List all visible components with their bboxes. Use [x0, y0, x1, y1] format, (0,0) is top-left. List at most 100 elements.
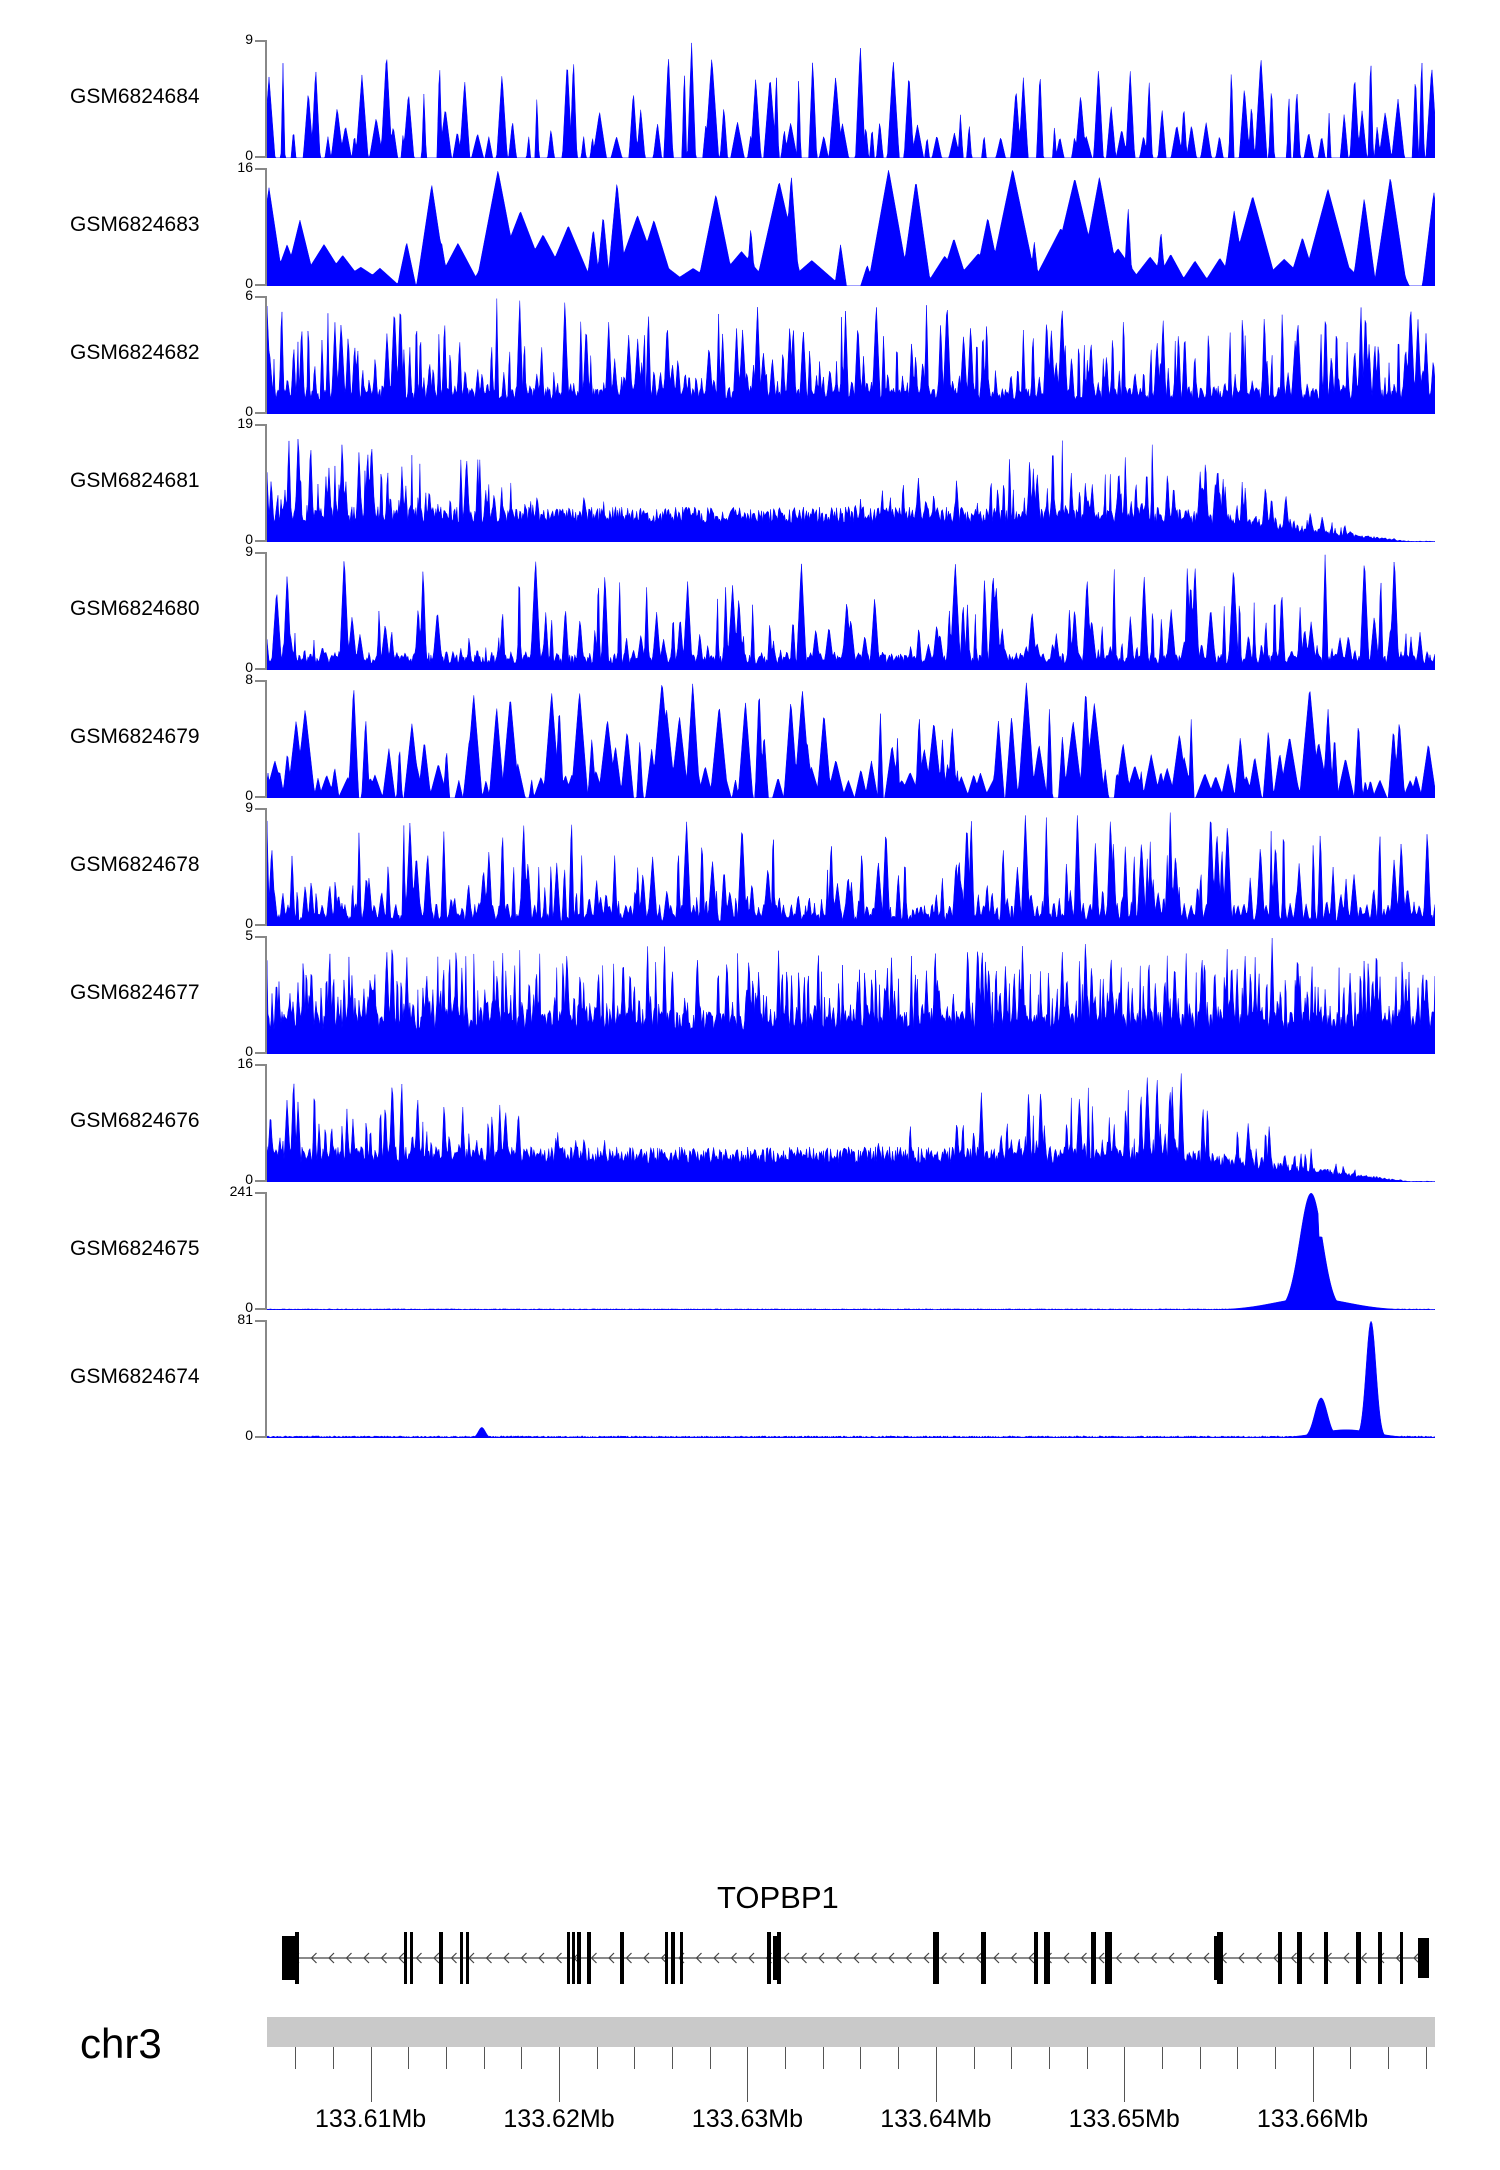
- y-axis-tick-max: [255, 680, 266, 682]
- strand-arrow-icon: [993, 1952, 1000, 1964]
- gene-exon: [577, 1932, 581, 1984]
- y-axis-tick-max: [255, 1320, 266, 1322]
- coverage-plot-area: [267, 296, 1435, 414]
- strand-arrow-icon: [1308, 1952, 1315, 1964]
- coverage-track: GSM6824682 6 0: [0, 288, 1500, 418]
- gene-name-label: TOPBP1: [717, 1880, 839, 1915]
- strand-arrow-icon: [783, 1952, 790, 1964]
- ruler-minor-tick: [1199, 2047, 1201, 2069]
- ruler-minor-tick: [1237, 2047, 1239, 2069]
- chromosome-label: chr3: [80, 2020, 162, 2067]
- gene-exon: [1324, 1932, 1328, 1984]
- y-axis-max-value: 19: [237, 415, 253, 431]
- ruler-minor-tick: [898, 2047, 900, 2069]
- y-axis-tick-max: [255, 296, 266, 298]
- ruler-minor-tick: [860, 2047, 862, 2069]
- strand-arrow-icon: [590, 1952, 597, 1964]
- y-axis-tick-max: [255, 424, 266, 426]
- coverage-plot-area: [267, 808, 1435, 926]
- gene-exon: [1278, 1932, 1282, 1984]
- strand-arrow-icon: [1255, 1952, 1262, 1964]
- y-axis-tick-min: [255, 284, 266, 286]
- gene-exon: [1044, 1932, 1050, 1984]
- y-axis-tick-min: [255, 1180, 266, 1182]
- y-axis-min-value: 0: [245, 1299, 253, 1315]
- strand-arrow-icon: [923, 1952, 930, 1964]
- strand-arrow-icon: [345, 1952, 352, 1964]
- strand-arrow-icon: [1133, 1952, 1140, 1964]
- y-axis-min-value: 0: [245, 275, 253, 291]
- track-sample-label: GSM6824678: [70, 853, 200, 876]
- coverage-area-path: [267, 812, 1435, 926]
- ruler-major-tick: [935, 2047, 937, 2102]
- y-axis-max-value: 8: [245, 671, 253, 687]
- ruler-minor-tick: [822, 2047, 824, 2069]
- gene-exon: [773, 1936, 778, 1980]
- gene-exon: [1091, 1932, 1096, 1984]
- gene-exon: [767, 1932, 771, 1984]
- ruler-minor-tick: [1086, 2047, 1088, 2069]
- y-axis-tick-max: [255, 808, 266, 810]
- strand-arrow-icon: [503, 1952, 510, 1964]
- track-sample-label: GSM6824682: [70, 341, 200, 364]
- gene-exon: [1214, 1936, 1219, 1980]
- coverage-area-path: [267, 554, 1435, 670]
- y-axis-line: [265, 936, 267, 1054]
- gene-exon: [1034, 1932, 1038, 1984]
- strand-arrow-icon: [835, 1952, 842, 1964]
- coverage-track: GSM6824684 9 0: [0, 32, 1500, 162]
- gene-exon: [1378, 1932, 1382, 1984]
- y-axis-max-value: 9: [245, 31, 253, 47]
- coverage-plot-area: [267, 680, 1435, 798]
- track-sample-label: GSM6824681: [70, 469, 200, 492]
- y-axis-line: [265, 1064, 267, 1182]
- gene-exon: [1418, 1938, 1429, 1978]
- chromosome-ideogram-bar: [267, 2017, 1435, 2047]
- ruler-tick-label: 133.61Mb: [314, 2105, 427, 2133]
- y-axis-min-value: 0: [245, 147, 253, 163]
- y-axis-tick-max: [255, 936, 266, 938]
- track-sample-label: GSM6824683: [70, 213, 200, 236]
- y-axis: 241 0: [230, 1184, 267, 1314]
- coverage-plot-area: [267, 1064, 1435, 1182]
- gene-exon: [933, 1932, 939, 1984]
- y-axis-max-value: 16: [237, 159, 253, 175]
- gene-exon: [587, 1932, 591, 1984]
- y-axis-tick-min: [255, 924, 266, 926]
- y-axis-tick-min: [255, 540, 266, 542]
- strand-arrow-icon: [1098, 1952, 1105, 1964]
- coverage-track: GSM6824683 16 0: [0, 160, 1500, 290]
- ruler-minor-tick: [1387, 2047, 1389, 2069]
- y-axis-line: [265, 40, 267, 158]
- ruler-minor-tick: [634, 2047, 636, 2069]
- track-sample-label: GSM6824679: [70, 725, 200, 748]
- y-axis-tick-min: [255, 668, 266, 670]
- strand-arrow-icon: [975, 1952, 982, 1964]
- ruler-minor-tick: [1425, 2047, 1427, 2069]
- ruler-minor-tick: [1274, 2047, 1276, 2069]
- ruler-tick-label: 133.66Mb: [1256, 2105, 1369, 2133]
- coverage-plot-area: [267, 552, 1435, 670]
- strand-arrow-icon: [520, 1952, 527, 1964]
- gene-exon: [439, 1932, 443, 1984]
- y-axis-min-value: 0: [245, 1043, 253, 1059]
- strand-arrow-icon: [818, 1952, 825, 1964]
- ruler-major-tick: [1124, 2047, 1126, 2102]
- ruler-minor-tick: [973, 2047, 975, 2069]
- ruler-minor-tick: [408, 2047, 410, 2069]
- ruler-minor-tick: [1048, 2047, 1050, 2069]
- y-axis: 19 0: [237, 416, 267, 546]
- ruler-minor-tick: [785, 2047, 787, 2069]
- coverage-track: GSM6824678 9 0: [0, 800, 1500, 930]
- y-axis-min-value: 0: [245, 787, 253, 803]
- coverage-plot-area: [267, 168, 1435, 286]
- coverage-track: GSM6824681 19 0: [0, 416, 1500, 546]
- y-axis-max-value: 9: [245, 799, 253, 815]
- gene-exon: [572, 1932, 575, 1984]
- track-sample-label: GSM6824680: [70, 597, 200, 620]
- coverage-area-path: [267, 169, 1435, 286]
- strand-arrow-icon: [870, 1952, 877, 1964]
- ruler-minor-tick: [521, 2047, 523, 2069]
- strand-arrow-icon: [1080, 1952, 1087, 1964]
